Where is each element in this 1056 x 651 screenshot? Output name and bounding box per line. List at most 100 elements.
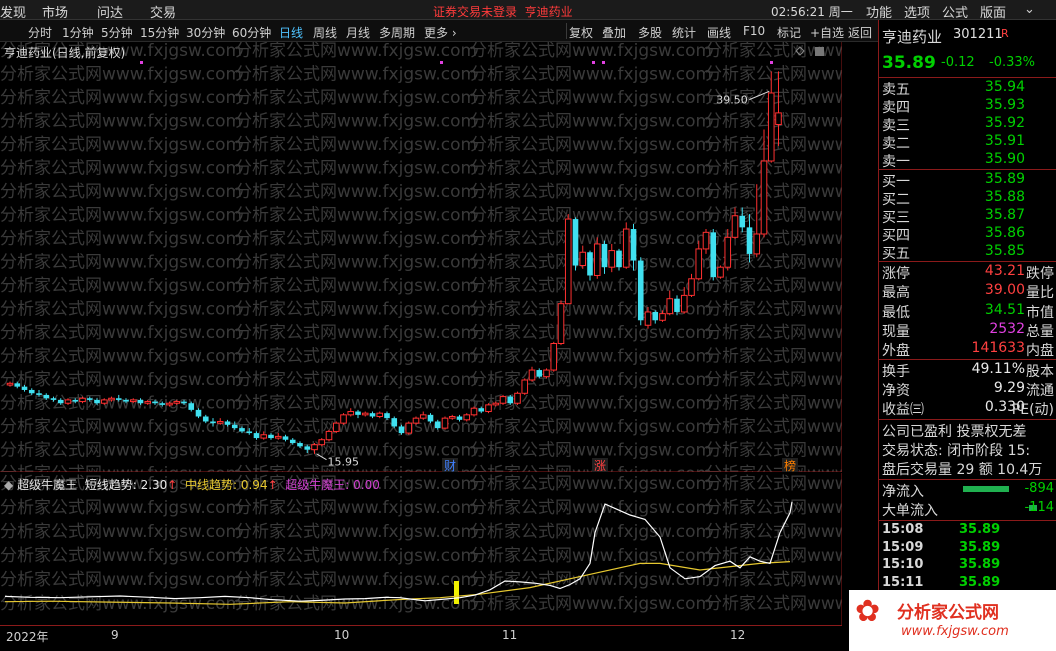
watermark-text: 分析家公式网www.fxjgsw.com: [0, 206, 242, 226]
candle: [587, 250, 593, 281]
candle-body: [72, 399, 79, 402]
tab-weekly[interactable]: 周线: [313, 26, 338, 40]
stat-row: 最低 34.51 市值: [879, 302, 1056, 321]
event-marker: 榜: [784, 458, 796, 472]
watermark-text: 分析家公式网www.fxjgsw.com: [235, 464, 477, 472]
candle: [28, 388, 35, 395]
flow-bar: [1029, 505, 1037, 511]
candle: [224, 419, 231, 427]
kline-chart[interactable]: 分析家公式网www.fxjgsw.com分析家公式网www.fxjgsw.com…: [0, 42, 842, 472]
menu-layout[interactable]: 版面: [980, 6, 1007, 21]
stat-row-label: 最高: [882, 285, 910, 302]
stat2-row: 收益㈢ 0.330 PE(动): [879, 399, 1056, 418]
menu-options[interactable]: 选项: [904, 6, 931, 21]
candle-body: [499, 396, 507, 404]
menu-function[interactable]: 功能: [866, 6, 893, 21]
candle-body: [536, 370, 543, 377]
indicator-menu-icon[interactable]: ◆: [4, 478, 14, 492]
candle: [384, 411, 390, 420]
time-label: 11: [502, 628, 518, 642]
candle: [361, 411, 369, 417]
divider: [879, 359, 1056, 360]
change-percent: -0.33%: [989, 55, 1035, 70]
multi-stock-button[interactable]: 多股: [638, 26, 663, 40]
candle-body: [108, 397, 115, 401]
candle: [507, 394, 514, 405]
indicator-chart[interactable]: 分析家公式网www.fxjgsw.com 分析家公式网www.fxjgsw.com…: [0, 473, 842, 625]
divider: [879, 419, 1056, 420]
login-notice[interactable]: 证券交易未登录 亨迪药业: [433, 5, 573, 19]
candle: [499, 394, 507, 405]
candle-body: [652, 311, 659, 321]
overlay-button[interactable]: 叠加: [602, 26, 627, 40]
candle: [188, 401, 195, 412]
tab-5min[interactable]: 5分钟: [101, 26, 133, 40]
tab-1min[interactable]: 1分钟: [62, 26, 94, 40]
candle-body: [181, 401, 187, 404]
tab-30min[interactable]: 30分钟: [186, 26, 226, 40]
tab-60min[interactable]: 60分钟: [232, 26, 272, 40]
tab-monthly[interactable]: 月线: [346, 26, 371, 40]
candle-body: [289, 439, 296, 444]
restore-rights-button[interactable]: 复权: [569, 26, 594, 40]
menu-bar: 发现 市场 问达 交易 证券交易未登录 亨迪药业 02:56:21 周一 功能 …: [0, 0, 1056, 21]
tick-price: 35.89: [959, 574, 1001, 590]
menu-formula[interactable]: 公式: [942, 6, 969, 21]
watermark-text: 分析家公式网www.fxjgsw.com: [0, 441, 242, 461]
candle-body: [572, 219, 579, 266]
tab-fenshi[interactable]: 分时: [28, 26, 53, 40]
stat2-row-label2: 流通: [1026, 383, 1054, 399]
f10-button[interactable]: F10: [743, 24, 766, 38]
candle-body: [210, 421, 216, 424]
candle-body: [441, 417, 449, 429]
watermark-text: 分析家公式网www.fxjgsw.com: [705, 570, 842, 590]
menu-discover[interactable]: 发现: [0, 6, 27, 21]
candle-body: [391, 418, 398, 427]
candle: [674, 295, 680, 316]
tab-more[interactable]: 更多 ›: [424, 26, 457, 40]
menu-market[interactable]: 市场: [42, 6, 69, 21]
add-watchlist-button[interactable]: +自选: [810, 26, 845, 40]
candle-body: [137, 399, 144, 404]
candle-body: [478, 408, 485, 412]
menu-wenda[interactable]: 问达: [97, 6, 124, 21]
candle-body: [427, 414, 434, 422]
stat-row-label2: 市值: [1026, 304, 1054, 321]
watermark-text: 分析家公式网www.fxjgsw.com: [705, 464, 842, 472]
candle-body: [64, 399, 72, 404]
watermark-text: 分析家公式网www.fxjgsw.com: [705, 159, 842, 179]
ask-row: 卖五 35.94: [879, 79, 1056, 98]
watermark-text: 分析家公式网www.fxjgsw.com: [0, 474, 242, 494]
candle-body: [434, 421, 441, 429]
watermark-text: 分析家公式网www.fxjgsw.com: [470, 323, 712, 343]
candle-body: [144, 401, 152, 404]
price-row: 35.89 -0.12 -0.33%: [879, 53, 1056, 75]
mark-button[interactable]: 标记: [777, 26, 802, 40]
candle: [268, 433, 274, 440]
tab-daily[interactable]: 日线: [279, 26, 304, 40]
candle: [57, 398, 64, 405]
statistics-button[interactable]: 统计: [672, 26, 697, 40]
indicator-name[interactable]: 超级牛魔王: [17, 478, 78, 492]
watermark-text: 分析家公式网www.fxjgsw.com: [235, 229, 477, 249]
back-button[interactable]: 返回: [848, 26, 873, 40]
watermark-text: 分析家公式网www.fxjgsw.com: [0, 88, 242, 108]
candle: [6, 381, 14, 387]
draw-line-button[interactable]: 画线: [707, 26, 732, 40]
time-label: 9: [111, 628, 119, 642]
candle-body: [311, 444, 318, 451]
candle: [202, 414, 209, 424]
candle: [115, 394, 122, 402]
candle: [536, 368, 543, 379]
watermark-text: 分析家公式网www.fxjgsw.com: [235, 206, 477, 226]
tab-multi-period[interactable]: 多周期: [379, 26, 416, 40]
candle: [108, 396, 115, 402]
candle-body: [601, 243, 608, 268]
watermark-text: 分析家公式网www.fxjgsw.com: [0, 300, 242, 320]
watermark-text: 分析家公式网www.fxjgsw.com: [705, 370, 842, 390]
candle-body: [159, 403, 166, 405]
stat-row: 外盘 141633 内盘: [879, 340, 1056, 359]
tab-15min[interactable]: 15分钟: [140, 26, 180, 40]
menu-trade[interactable]: 交易: [150, 6, 177, 21]
chevron-down-icon[interactable]: ⌄: [1024, 2, 1035, 17]
